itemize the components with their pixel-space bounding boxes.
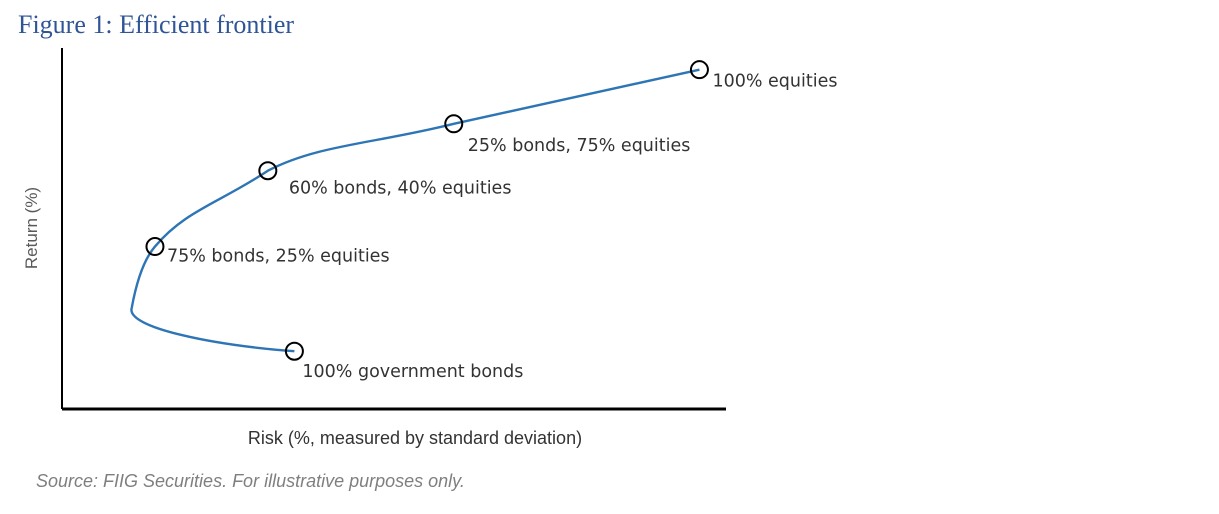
- portfolio-point-marker: [145, 237, 165, 257]
- x-axis-label: Risk (%, measured by standard deviation): [248, 428, 582, 448]
- y-axis-label: Return (%): [22, 187, 41, 269]
- portfolio-points: 100% government bonds 75% bonds, 25% equi…: [145, 60, 837, 382]
- figure-title: Figure 1: Efficient frontier: [18, 10, 295, 39]
- portfolio-point-label: 100% government bonds: [302, 362, 523, 382]
- portfolio-point-marker: [444, 114, 464, 134]
- chart-axes: [61, 48, 726, 411]
- portfolio-point-label: 75% bonds, 25% equities: [167, 247, 390, 267]
- portfolio-point-marker: [284, 341, 304, 361]
- portfolio-point-label: 60% bonds, 40% equities: [289, 179, 512, 199]
- portfolio-point-marker: [689, 60, 709, 80]
- efficient-frontier-curve: [130, 68, 700, 353]
- portfolio-point-marker: [258, 161, 278, 181]
- portfolio-point-label: 25% bonds, 75% equities: [468, 136, 691, 156]
- portfolio-point-label: 100% equities: [712, 72, 837, 92]
- source-note: Source: FIIG Securities. For illustrativ…: [36, 471, 465, 491]
